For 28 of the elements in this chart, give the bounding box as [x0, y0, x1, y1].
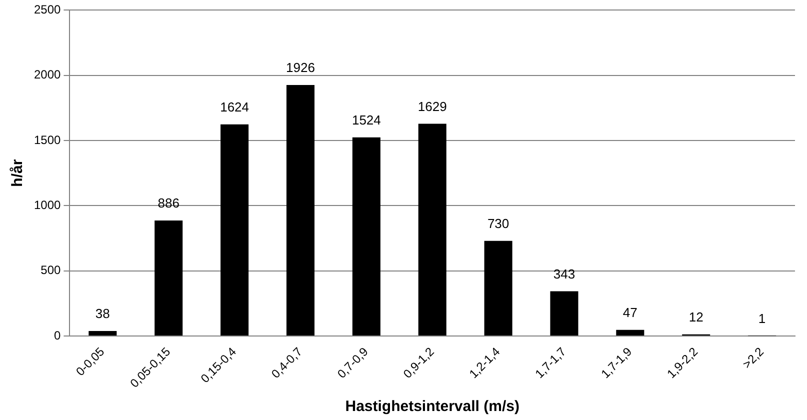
y-tick-label: 1500 [34, 132, 62, 147]
y-tick-label: 1000 [34, 198, 62, 212]
bar [616, 330, 644, 336]
bar [484, 240, 512, 336]
bar [286, 84, 314, 336]
data-label: 1629 [418, 98, 447, 114]
data-label: 47 [622, 304, 638, 320]
data-label: 12 [688, 309, 704, 324]
data-label: 1926 [286, 60, 315, 76]
data-label: 343 [553, 266, 576, 282]
data-label: 1624 [220, 99, 249, 114]
y-tick-label: 2000 [34, 68, 62, 82]
data-label: 1524 [352, 112, 381, 128]
y-tick-label: 2500 [34, 2, 62, 17]
data-label: 1 [758, 310, 766, 326]
bar [220, 124, 249, 336]
y-axis-title: h/år [9, 159, 26, 187]
bar [418, 124, 446, 336]
x-axis-title: Hastighetsintervall (m/s) [345, 398, 520, 416]
y-tick-label: 500 [40, 263, 62, 278]
bar [352, 137, 380, 336]
bar [154, 220, 183, 336]
bar [88, 331, 117, 336]
data-label: 730 [487, 216, 510, 231]
bar [550, 291, 578, 336]
y-tick-label: 0 [54, 328, 62, 342]
data-label: 38 [95, 306, 110, 322]
data-label: 886 [158, 196, 180, 211]
